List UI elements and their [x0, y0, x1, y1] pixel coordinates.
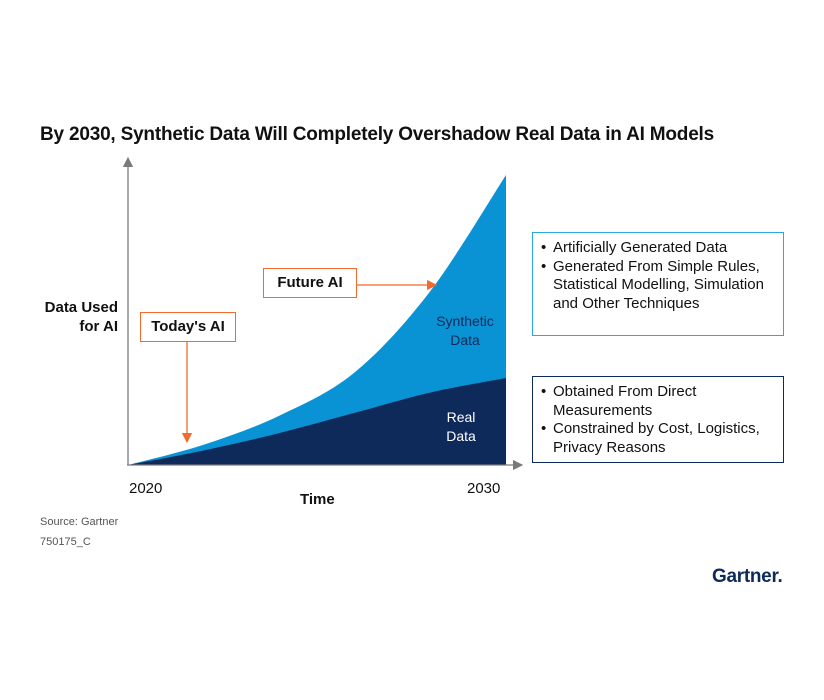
real-bullet: Constrained by Cost, Logistics, Privacy … — [541, 420, 775, 457]
synthetic-data-label: Data — [450, 332, 480, 348]
future-ai-callout: Future AI — [263, 268, 357, 298]
chart-title: By 2030, Synthetic Data Will Completely … — [40, 124, 715, 145]
synthetic-data-description: Artificially Generated Data Generated Fr… — [532, 232, 784, 336]
synthetic-bullet: Artificially Generated Data — [541, 239, 775, 258]
logo-dot: . — [777, 566, 783, 587]
logo-text: Gartner — [712, 566, 778, 587]
y-axis-label: Data Used for AI — [44, 299, 118, 335]
synthetic-data-label: Synthetic — [436, 313, 494, 329]
synthetic-data-area — [128, 175, 506, 465]
x-axis-label: Time — [300, 491, 335, 508]
source-note: Source: Gartner — [40, 516, 119, 528]
real-data-label: Data — [446, 428, 476, 444]
real-bullet: Obtained From Direct Measurements — [541, 383, 775, 420]
real-data-label: Real — [447, 409, 476, 425]
synthetic-bullet: Generated From Simple Rules, Statistical… — [541, 258, 775, 314]
chart-areas — [128, 175, 506, 465]
gartner-logo: Gartner. — [712, 566, 783, 588]
x-tick-2020: 2020 — [129, 480, 163, 497]
real-data-description: Obtained From Direct Measurements Constr… — [532, 376, 784, 463]
figure-code: 750175_C — [40, 536, 91, 548]
today-ai-callout: Today's AI — [140, 312, 236, 342]
x-tick-2030: 2030 — [467, 480, 501, 497]
real-data-area — [128, 378, 506, 465]
